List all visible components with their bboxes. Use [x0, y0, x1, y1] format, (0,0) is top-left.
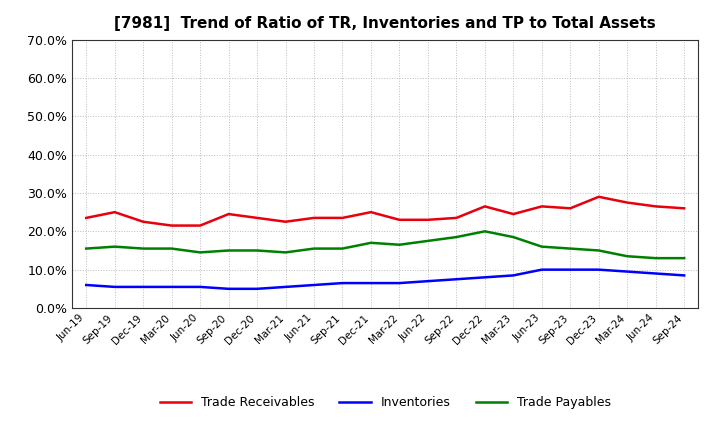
Inventories: [595, 267, 603, 272]
Line: Inventories: Inventories: [86, 270, 684, 289]
Trade Receivables: [509, 211, 518, 216]
Title: [7981]  Trend of Ratio of TR, Inventories and TP to Total Assets: [7981] Trend of Ratio of TR, Inventories…: [114, 16, 656, 32]
Trade Receivables: [537, 204, 546, 209]
Trade Receivables: [282, 219, 290, 224]
Trade Payables: [282, 250, 290, 255]
Inventories: [110, 284, 119, 290]
Trade Payables: [480, 229, 489, 234]
Trade Receivables: [680, 205, 688, 211]
Inventories: [139, 284, 148, 290]
Inventories: [452, 277, 461, 282]
Inventories: [82, 282, 91, 288]
Inventories: [366, 280, 375, 286]
Trade Receivables: [423, 217, 432, 223]
Trade Receivables: [566, 205, 575, 211]
Inventories: [680, 273, 688, 278]
Trade Payables: [196, 250, 204, 255]
Trade Receivables: [480, 204, 489, 209]
Trade Receivables: [452, 215, 461, 220]
Trade Receivables: [82, 215, 91, 220]
Inventories: [253, 286, 261, 291]
Trade Receivables: [139, 219, 148, 224]
Trade Payables: [253, 248, 261, 253]
Line: Trade Receivables: Trade Receivables: [86, 197, 684, 226]
Inventories: [423, 279, 432, 284]
Inventories: [623, 269, 631, 274]
Trade Payables: [338, 246, 347, 251]
Trade Payables: [395, 242, 404, 247]
Trade Payables: [452, 235, 461, 240]
Trade Receivables: [167, 223, 176, 228]
Trade Receivables: [338, 215, 347, 220]
Trade Receivables: [366, 209, 375, 215]
Trade Payables: [82, 246, 91, 251]
Trade Receivables: [225, 211, 233, 216]
Trade Payables: [139, 246, 148, 251]
Trade Payables: [537, 244, 546, 249]
Trade Payables: [566, 246, 575, 251]
Inventories: [225, 286, 233, 291]
Trade Payables: [366, 240, 375, 246]
Trade Payables: [509, 235, 518, 240]
Inventories: [509, 273, 518, 278]
Inventories: [282, 284, 290, 290]
Trade Payables: [167, 246, 176, 251]
Trade Payables: [110, 244, 119, 249]
Trade Payables: [623, 253, 631, 259]
Trade Payables: [225, 248, 233, 253]
Inventories: [652, 271, 660, 276]
Trade Receivables: [253, 215, 261, 220]
Trade Receivables: [395, 217, 404, 223]
Trade Receivables: [595, 194, 603, 199]
Trade Payables: [310, 246, 318, 251]
Trade Payables: [595, 248, 603, 253]
Trade Payables: [680, 256, 688, 261]
Inventories: [480, 275, 489, 280]
Inventories: [566, 267, 575, 272]
Trade Payables: [652, 256, 660, 261]
Trade Receivables: [652, 204, 660, 209]
Trade Payables: [423, 238, 432, 244]
Line: Trade Payables: Trade Payables: [86, 231, 684, 258]
Trade Receivables: [310, 215, 318, 220]
Inventories: [395, 280, 404, 286]
Trade Receivables: [196, 223, 204, 228]
Trade Receivables: [110, 209, 119, 215]
Inventories: [196, 284, 204, 290]
Inventories: [338, 280, 347, 286]
Inventories: [167, 284, 176, 290]
Inventories: [537, 267, 546, 272]
Inventories: [310, 282, 318, 288]
Trade Receivables: [623, 200, 631, 205]
Legend: Trade Receivables, Inventories, Trade Payables: Trade Receivables, Inventories, Trade Pa…: [155, 392, 616, 414]
